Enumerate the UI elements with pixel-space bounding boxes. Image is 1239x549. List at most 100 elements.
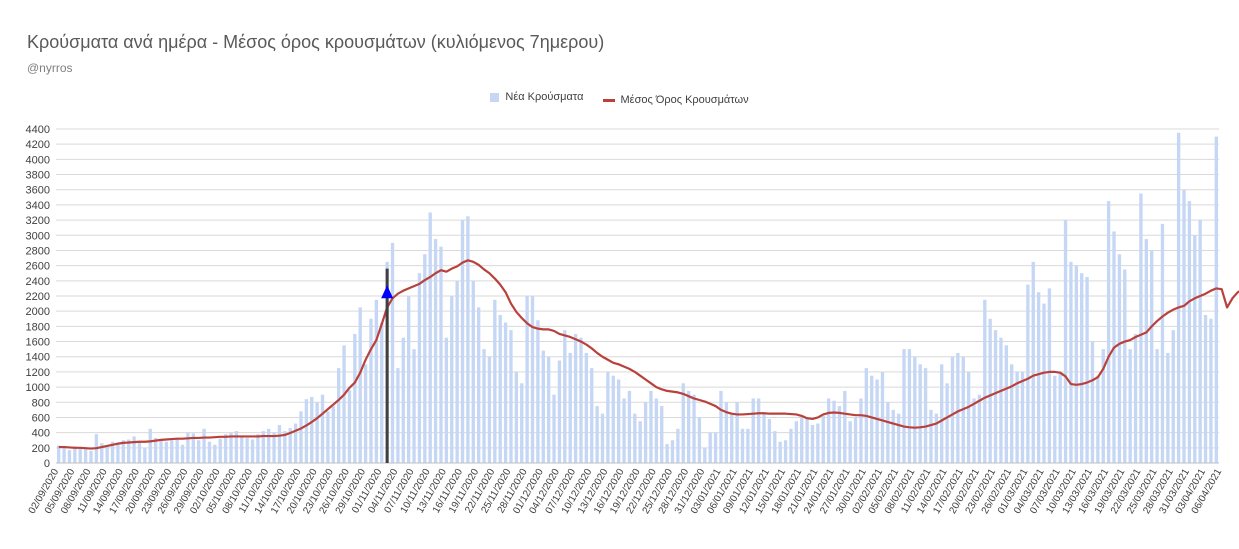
bar <box>57 445 61 463</box>
bar <box>945 383 949 463</box>
y-tick-label: 2200 <box>26 291 50 303</box>
y-tick-label: 600 <box>32 412 50 424</box>
bar <box>1171 330 1175 463</box>
bar <box>1004 345 1008 463</box>
bar <box>1015 371 1019 463</box>
y-tick-label: 1000 <box>26 382 50 394</box>
bar <box>1042 303 1046 463</box>
bar <box>503 322 508 463</box>
bar <box>1176 132 1181 463</box>
bar <box>654 398 659 463</box>
bar <box>164 441 169 463</box>
bar <box>148 428 152 463</box>
bar <box>1155 349 1159 463</box>
bar <box>730 413 734 463</box>
bar <box>703 447 707 463</box>
bar <box>584 352 589 463</box>
y-tick-label: 3800 <box>26 170 50 182</box>
bar <box>353 333 357 463</box>
bar <box>773 431 777 463</box>
bar <box>433 239 438 463</box>
bar <box>633 413 637 463</box>
bar <box>1031 261 1035 463</box>
bar <box>1187 201 1192 463</box>
bar <box>616 379 621 463</box>
bar <box>805 417 809 463</box>
bar <box>202 428 206 463</box>
y-tick-label: 200 <box>32 443 50 455</box>
bar <box>374 299 379 463</box>
bar <box>600 413 605 463</box>
bar <box>207 441 212 463</box>
bar <box>342 345 346 463</box>
bar <box>406 296 411 463</box>
bar <box>1123 269 1127 463</box>
bar <box>283 431 287 463</box>
bar <box>1150 250 1154 463</box>
y-tick-label: 1400 <box>26 352 50 364</box>
bar <box>509 330 513 463</box>
bar <box>800 417 804 463</box>
bar <box>848 421 852 463</box>
bar <box>891 409 895 463</box>
bar <box>358 307 362 463</box>
bar <box>546 356 551 463</box>
bar <box>369 318 373 463</box>
bar <box>843 390 847 463</box>
bar <box>767 418 772 463</box>
bar <box>412 349 416 463</box>
bar <box>789 428 793 463</box>
bar <box>277 425 282 463</box>
bar <box>746 428 750 463</box>
bar <box>810 425 815 463</box>
bar <box>127 439 131 463</box>
bar <box>1160 223 1165 463</box>
bar <box>493 299 497 463</box>
bar <box>902 349 906 463</box>
bar <box>853 417 858 463</box>
bar <box>401 337 405 463</box>
y-tick-label: 2000 <box>26 306 50 318</box>
bar <box>1020 371 1025 463</box>
bar <box>1063 220 1068 463</box>
bar <box>1133 333 1138 463</box>
y-tick-label: 2600 <box>26 261 50 273</box>
bar <box>697 417 702 463</box>
bar <box>875 379 879 463</box>
bar <box>859 398 863 463</box>
bar <box>1010 364 1014 463</box>
bar <box>105 445 109 463</box>
bar <box>153 437 158 463</box>
legend-label-line: Μέσος Όρος Κρουσμάτων <box>620 94 749 106</box>
bar-series <box>57 132 1218 464</box>
bar <box>143 447 147 463</box>
bar <box>1128 349 1132 463</box>
bar <box>482 349 486 463</box>
bar <box>1085 277 1089 463</box>
bar <box>638 421 642 463</box>
bar <box>347 390 352 463</box>
bar <box>896 413 901 463</box>
bar <box>1058 371 1062 463</box>
bar <box>83 449 88 463</box>
bar <box>649 390 653 463</box>
bar <box>498 314 502 463</box>
bar <box>455 280 459 463</box>
y-tick-label: 1800 <box>26 321 50 333</box>
bar <box>541 350 545 463</box>
bar <box>708 432 712 463</box>
y-tick-label: 2400 <box>26 276 50 288</box>
bar <box>966 371 971 463</box>
bar <box>681 383 685 463</box>
bar <box>240 437 244 463</box>
bar <box>272 432 276 463</box>
bar <box>1047 288 1052 463</box>
bar <box>450 296 454 463</box>
bar <box>670 440 675 463</box>
bar <box>783 440 788 463</box>
bar <box>563 330 567 463</box>
bar <box>573 333 578 463</box>
bar <box>337 368 341 463</box>
bar <box>525 296 529 463</box>
bar <box>476 307 481 463</box>
